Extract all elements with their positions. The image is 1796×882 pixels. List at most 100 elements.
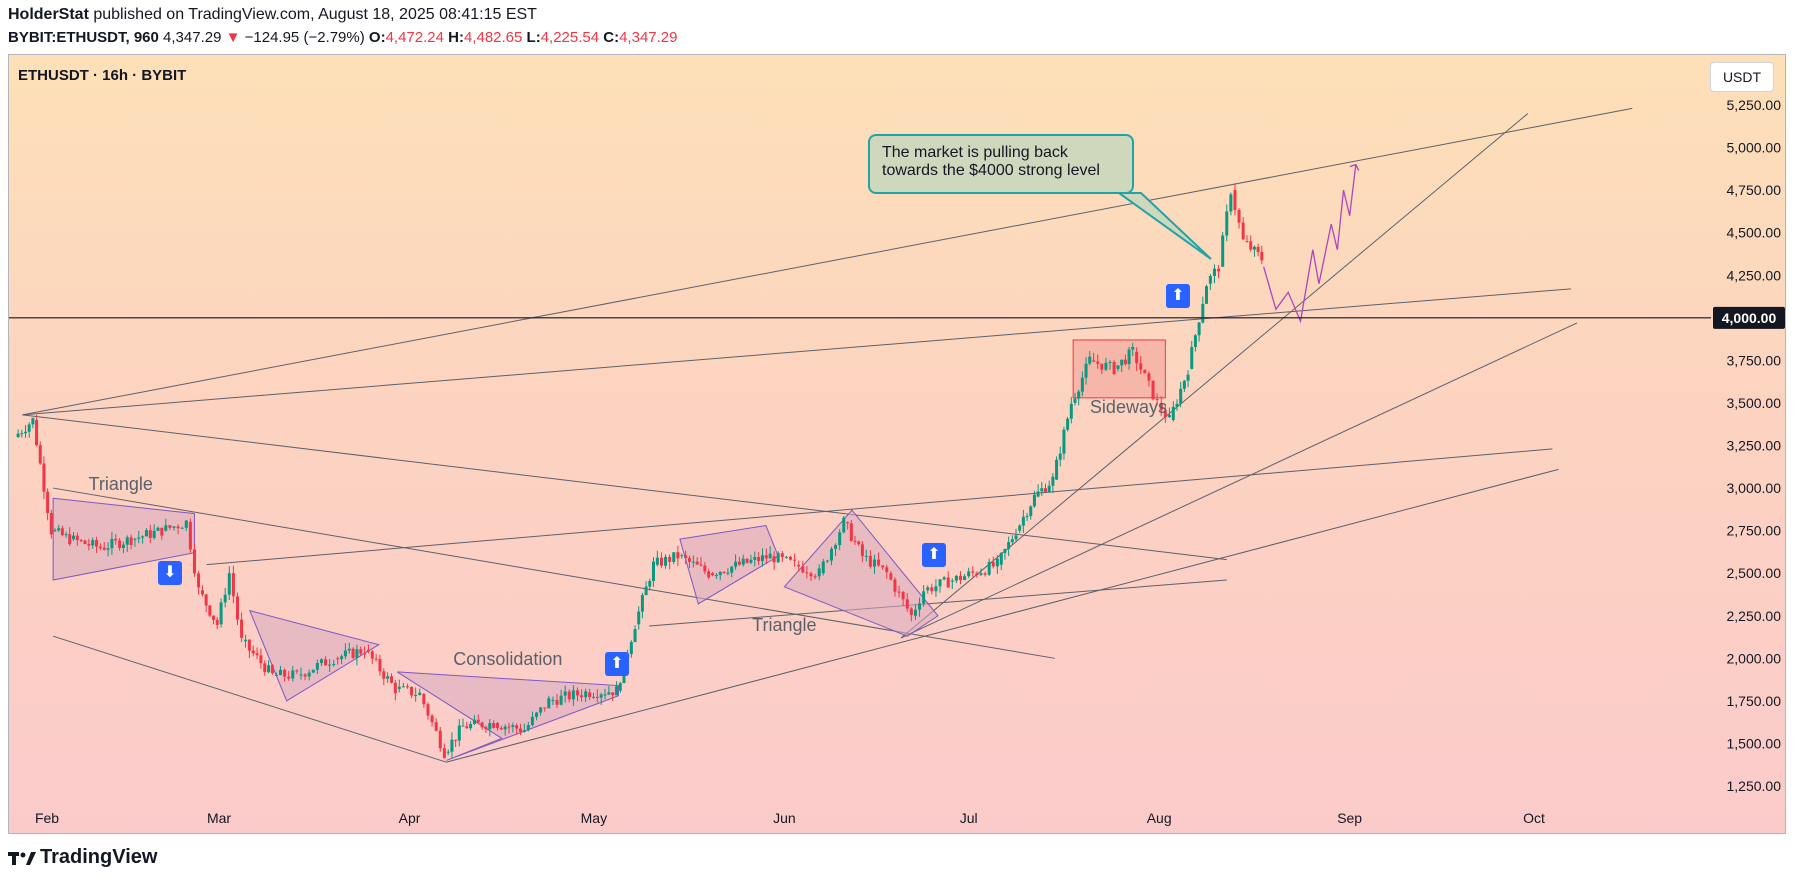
candle-body bbox=[983, 573, 987, 575]
candle-body bbox=[27, 424, 31, 432]
candle-body bbox=[789, 556, 792, 560]
trend-line bbox=[206, 448, 1553, 566]
candle-body bbox=[192, 549, 196, 574]
footer-brand: TradingView bbox=[40, 846, 158, 868]
price-change: −124.95 (−2.79%) bbox=[244, 29, 365, 46]
candle-body bbox=[655, 557, 659, 565]
candle-body bbox=[676, 552, 680, 559]
level-price-label: 4,000.00 bbox=[1722, 310, 1777, 326]
price-axis[interactable] bbox=[1711, 55, 1785, 833]
candle-body bbox=[446, 751, 450, 753]
triangle-pattern bbox=[783, 509, 939, 637]
candle-body bbox=[975, 573, 979, 575]
candle-body bbox=[901, 591, 905, 600]
candle-body bbox=[299, 674, 303, 676]
candle-body bbox=[332, 663, 336, 665]
candle-body bbox=[726, 572, 730, 574]
publish-info: HolderStat published on TradingView.com,… bbox=[8, 6, 537, 24]
candle-body bbox=[1127, 349, 1131, 365]
candle-body bbox=[227, 573, 231, 595]
candle-body bbox=[480, 722, 484, 728]
candle-body bbox=[476, 719, 480, 723]
candle-body bbox=[760, 555, 764, 562]
candle-body bbox=[1151, 380, 1155, 400]
candle-body bbox=[1249, 241, 1253, 250]
candle-body bbox=[1186, 374, 1190, 381]
candle-body bbox=[559, 695, 563, 705]
candle-body bbox=[999, 552, 1003, 565]
y-tick-label: 1,250.00 bbox=[1727, 778, 1782, 794]
candle-body bbox=[386, 676, 390, 679]
triangle-pattern bbox=[248, 609, 381, 702]
candle-body bbox=[414, 695, 418, 697]
candle-body bbox=[684, 555, 688, 558]
candle-body bbox=[1014, 535, 1018, 540]
close-label: C: bbox=[603, 29, 620, 46]
candle-body bbox=[422, 694, 426, 705]
candle-body bbox=[942, 577, 946, 580]
candle-body bbox=[515, 725, 519, 729]
trend-line bbox=[53, 487, 1055, 659]
candle-body bbox=[938, 579, 942, 587]
candle-body bbox=[343, 650, 347, 657]
candle-body bbox=[53, 530, 57, 532]
trend-line bbox=[446, 468, 1559, 763]
y-tick-label: 5,250.00 bbox=[1727, 97, 1782, 113]
candle-body bbox=[378, 658, 382, 672]
candle-body bbox=[737, 561, 741, 565]
y-tick-label: 3,000.00 bbox=[1727, 480, 1782, 496]
candle-body bbox=[133, 538, 137, 540]
candle-body bbox=[1066, 418, 1070, 430]
chart-canvas[interactable]: Triangle Consolidation Triangle Sideways 1,2… bbox=[9, 55, 1786, 834]
candle-body bbox=[148, 530, 152, 538]
candle-body bbox=[397, 686, 401, 689]
trend-line bbox=[22, 414, 1227, 561]
trend-line bbox=[22, 288, 1571, 416]
y-tick-label: 3,250.00 bbox=[1727, 438, 1782, 454]
candle-body bbox=[454, 739, 458, 741]
candle-body bbox=[389, 676, 393, 683]
candle-body bbox=[591, 696, 595, 698]
candle-body bbox=[1190, 347, 1194, 369]
candle-body bbox=[291, 670, 295, 679]
chart-frame[interactable]: Triangle Consolidation Triangle Sideways 1,2… bbox=[8, 54, 1786, 834]
callout-line-1: The market is pulling back bbox=[882, 144, 1068, 161]
candle-body bbox=[707, 571, 711, 578]
candle-body bbox=[315, 663, 319, 670]
plot-area[interactable] bbox=[9, 55, 1711, 833]
candle-body bbox=[648, 581, 652, 587]
candle-body bbox=[734, 561, 738, 567]
candle-body bbox=[971, 571, 975, 573]
candle-body bbox=[868, 555, 872, 567]
candle-body bbox=[164, 525, 168, 531]
candle-body bbox=[184, 520, 188, 528]
candle-body bbox=[718, 571, 722, 576]
candle-body bbox=[351, 648, 355, 658]
candle-body bbox=[20, 433, 24, 435]
close-value: 4,347.29 bbox=[619, 29, 678, 46]
publisher-name[interactable]: HolderStat bbox=[8, 6, 89, 23]
candle-body bbox=[664, 556, 668, 566]
callout-note[interactable]: The market is pulling back towards the $… bbox=[868, 134, 1134, 194]
candle-body bbox=[176, 526, 180, 529]
candle-body bbox=[539, 707, 543, 713]
candle-body bbox=[793, 559, 797, 561]
candle-body bbox=[889, 573, 893, 580]
candle-body bbox=[797, 564, 801, 567]
candle-body bbox=[979, 573, 983, 575]
candle-body bbox=[817, 568, 821, 577]
candle-body bbox=[469, 724, 473, 729]
last-price: 4,347.29 bbox=[163, 29, 222, 46]
candle-body bbox=[651, 561, 655, 582]
level-price-tag bbox=[1713, 306, 1785, 329]
pattern-label: Triangle bbox=[752, 615, 816, 635]
candle-body bbox=[1055, 459, 1059, 480]
candle-body bbox=[511, 725, 515, 727]
tradingview-logo[interactable]: TradingView bbox=[8, 846, 157, 869]
candle-body bbox=[1100, 363, 1104, 370]
candle-body bbox=[860, 544, 864, 557]
x-tick-label: May bbox=[581, 810, 607, 826]
candle-body bbox=[1116, 365, 1120, 369]
candle-body bbox=[79, 540, 83, 542]
currency-button[interactable]: USDT bbox=[1710, 62, 1774, 92]
